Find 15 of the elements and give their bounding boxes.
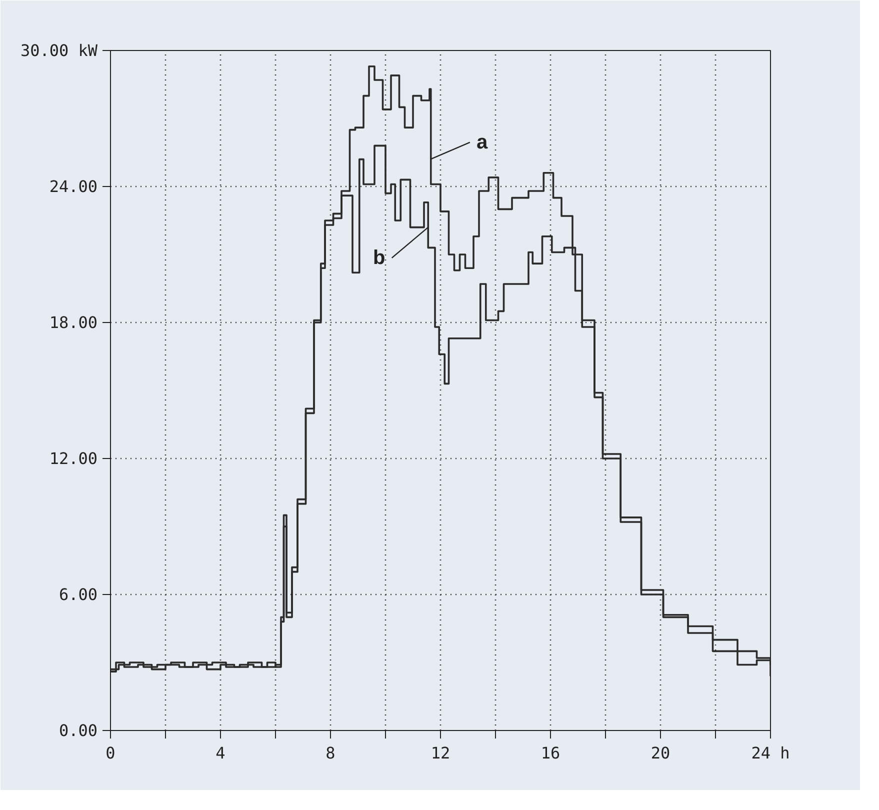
y-tick-label: 6.00 [58, 585, 98, 604]
annotation: b [373, 246, 386, 269]
x-tick-label: 0 [106, 744, 116, 762]
x-tick-label: 4 [216, 744, 226, 762]
x-tick-label: 12 [430, 744, 450, 762]
annotation: a [476, 131, 489, 154]
x-tick-label: 24 h [751, 744, 790, 762]
x-tick-label: 20 [650, 744, 670, 762]
y-tick-label: 0.00 [58, 721, 98, 740]
y-tick-label: 30.00 kW [20, 41, 98, 60]
x-tick-label: 16 [540, 744, 560, 762]
y-tick-label: 12.00 [49, 449, 98, 468]
x-tick-label: 8 [326, 744, 336, 762]
y-tick-label: 24.00 [49, 177, 98, 196]
y-tick-label: 18.00 [49, 313, 98, 332]
